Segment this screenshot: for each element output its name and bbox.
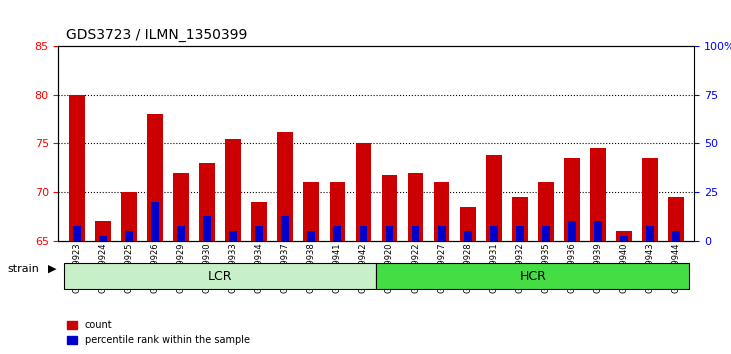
Bar [177,226,185,241]
Bar [355,143,371,241]
Bar [278,132,293,241]
Bar [616,231,632,241]
Text: HCR: HCR [520,270,546,282]
Bar [251,202,267,241]
Bar [538,182,553,241]
Bar [99,236,107,241]
Bar [255,226,263,241]
Bar [173,173,189,241]
Bar [542,226,550,241]
Bar [486,155,501,241]
Bar [568,221,576,241]
Bar [151,202,159,241]
Bar [230,231,237,241]
Bar [203,216,211,241]
Bar [668,197,684,241]
Bar [121,192,137,241]
Bar [433,182,450,241]
Legend: count, percentile rank within the sample: count, percentile rank within the sample [64,316,254,349]
Bar [412,226,420,241]
Bar [516,226,523,241]
Text: GDS3723 / ILMN_1350399: GDS3723 / ILMN_1350399 [66,28,247,42]
FancyBboxPatch shape [64,263,376,289]
Bar [564,158,580,241]
Bar [646,226,654,241]
Bar [225,138,241,241]
Bar [281,216,289,241]
Bar [69,95,85,241]
Bar [200,163,215,241]
Bar [333,226,341,241]
Text: strain: strain [7,264,39,274]
Bar [512,197,528,241]
FancyBboxPatch shape [376,263,689,289]
Bar [463,231,471,241]
Bar [382,175,398,241]
Bar [438,226,445,241]
Bar [490,226,498,241]
Bar [360,226,368,241]
Bar [330,182,345,241]
Text: ▶: ▶ [48,264,56,274]
Bar [95,221,110,241]
Bar [73,226,80,241]
Bar [408,173,423,241]
Bar [594,221,602,241]
Bar [460,207,475,241]
Bar [125,231,133,241]
Bar [620,236,628,241]
Text: LCR: LCR [208,270,232,282]
Bar [673,231,680,241]
Bar [643,158,658,241]
Bar [590,148,606,241]
Bar [385,226,393,241]
Bar [303,182,319,241]
Bar [308,231,315,241]
Bar [147,114,163,241]
